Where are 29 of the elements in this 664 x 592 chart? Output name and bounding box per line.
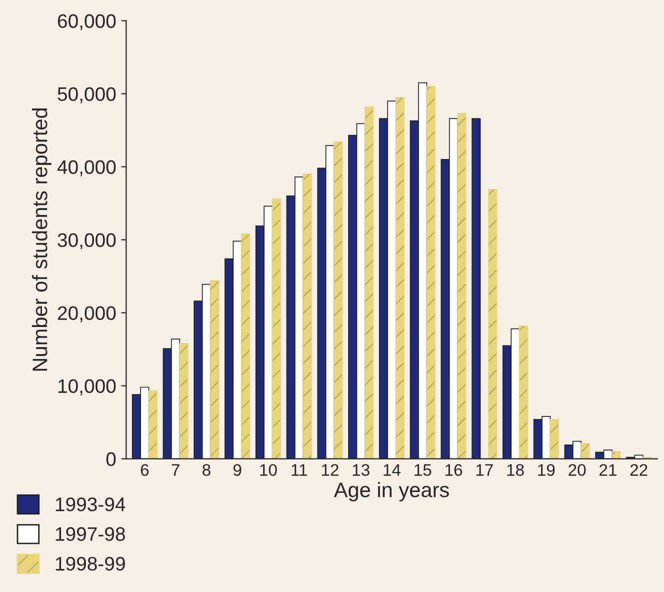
x-tick-label: 8 (202, 464, 210, 476)
x-tick-label: 6 (140, 464, 149, 476)
x-tick-label: 18 (507, 464, 524, 476)
y-tick-label: 50,000 (58, 87, 116, 104)
y-tick-label: 0 (106, 452, 116, 466)
x-tick-label: 12 (322, 464, 338, 476)
x-tick-label: 20 (568, 464, 586, 476)
y-tick-label: 40,000 (57, 160, 116, 176)
y-tick-label: 20,000 (58, 306, 116, 322)
x-tick-label: 14 (384, 464, 401, 476)
y-tick-label: 30,000 (58, 233, 116, 250)
legend-label: 1993-94 (56, 497, 126, 512)
x-tick-label: 17 (476, 464, 493, 476)
x-tick-label: 22 (630, 464, 648, 476)
x-tick-label: 11 (292, 464, 307, 476)
x-tick-label: 16 (446, 464, 462, 476)
x-tick-label: 10 (260, 464, 277, 476)
x-tick-label: 21 (600, 464, 616, 476)
x-axis-title: Age in years (334, 482, 449, 502)
legend-label: 1997-98 (56, 527, 125, 541)
x-tick-label: 15 (414, 464, 432, 476)
legend-label: 1998-99 (56, 556, 125, 571)
x-tick-label: 13 (352, 464, 370, 476)
y-tick-label: 60,000 (58, 14, 116, 30)
x-tick-label: 9 (233, 464, 242, 476)
x-tick-label: 19 (538, 464, 555, 476)
x-tick-label: 7 (172, 464, 180, 476)
y-tick-label: 10,000 (58, 379, 116, 396)
y-axis-title: Number of students reported (32, 108, 52, 371)
